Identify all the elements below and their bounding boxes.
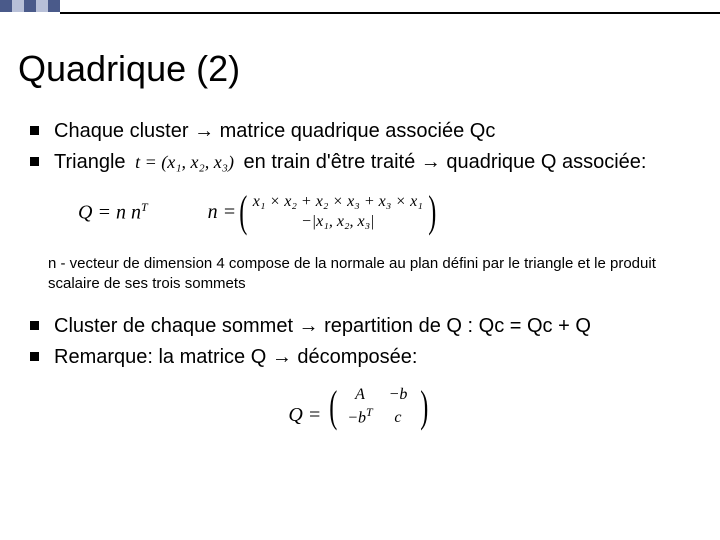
bullet-item: Cluster de chaque sommet → repartition d…	[54, 313, 702, 340]
formula-q-lhs: Q = n nT	[78, 200, 148, 225]
paren-right-icon: )	[420, 389, 428, 424]
paren-left-icon: (	[239, 194, 247, 229]
formula-q-row: Q = n nT n = ( x₁ × x₂ + x₂ × x₃ + x₃ × …	[78, 192, 702, 232]
bullet-text: Cluster de chaque sommet → repartition d…	[54, 315, 591, 337]
slide-title: Quadrique (2)	[18, 48, 702, 90]
decomp-matrix: ( A −b −bT c )	[326, 385, 431, 428]
decomp-lhs: Q =	[288, 404, 321, 426]
matrix-row-2: −bT c	[343, 405, 415, 428]
formula-decomp: Q = ( A −b −bT c )	[18, 385, 702, 428]
corner-squares	[0, 0, 60, 12]
bullet-item: Triangle t = (x₁, x₂, x₃) en train d'êtr…	[54, 149, 702, 176]
decor-square	[24, 0, 36, 12]
m-r2c2: c	[381, 408, 415, 428]
decor-square	[48, 0, 60, 12]
slide-content: Quadrique (2) Chaque cluster → matrice q…	[0, 0, 720, 428]
math-triangle-def: t = (x₁, x₂, x₃)	[131, 152, 238, 172]
bullet-text: Chaque cluster → matrice quadrique assoc…	[54, 120, 495, 142]
paren-left-icon: (	[330, 389, 338, 424]
bullet-item: Chaque cluster → matrice quadrique assoc…	[54, 118, 702, 145]
bullet-item: Remarque: la matrice Q → décomposée:	[54, 344, 702, 371]
matrix-content: A −b −bT c	[341, 385, 417, 428]
bullet-suffix: en train d'être traité → quadrique Q ass…	[238, 151, 647, 173]
decor-square	[12, 0, 24, 12]
bullet-list-top: Chaque cluster → matrice quadrique assoc…	[18, 118, 702, 176]
paren-right-icon: )	[428, 194, 436, 229]
bullet-list-bottom: Cluster de chaque sommet → repartition d…	[18, 313, 702, 371]
matrix-row-1: A −b	[343, 385, 415, 405]
m-r1c1: A	[343, 385, 377, 405]
formula-n-def: n = ( x₁ × x₂ + x₂ × x₃ + x₃ × x₁ −|x₁, …	[208, 192, 440, 232]
bullet-text: Remarque: la matrice Q → décomposée:	[54, 346, 418, 368]
bullet-prefix: Triangle	[54, 151, 131, 173]
m-r1c2: −b	[381, 385, 415, 405]
m-r2c1: −bT	[343, 405, 377, 428]
note-text: n - vecteur de dimension 4 compose de la…	[48, 254, 702, 295]
n-bottom-row: −|x₁, x₂, x₃|	[253, 212, 423, 232]
n-top-row: x₁ × x₂ + x₂ × x₃ + x₃ × x₁	[253, 192, 423, 212]
n-vector-content: x₁ × x₂ + x₂ × x₃ + x₃ × x₁ −|x₁, x₂, x₃…	[251, 192, 425, 232]
decor-square	[36, 0, 48, 12]
decor-square	[0, 0, 12, 12]
n-equals: n =	[208, 201, 237, 224]
header-rule	[60, 12, 720, 14]
